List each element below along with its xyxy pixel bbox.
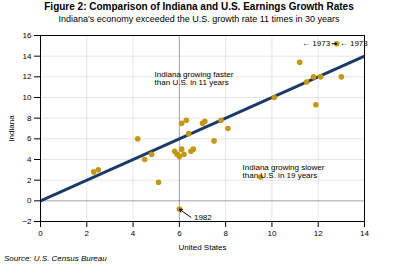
svg-text:8: 8 [27, 114, 32, 123]
svg-text:6: 6 [177, 229, 182, 238]
svg-text:−2: −2 [22, 217, 32, 226]
svg-text:Indiana growing fasterthan U.S: Indiana growing fasterthan U.S. in 11 ye… [155, 70, 234, 87]
svg-text:1982: 1982 [194, 213, 212, 222]
svg-text:Indiana growing slowerthan U.S: Indiana growing slowerthan U.S. in 19 ye… [243, 163, 325, 180]
svg-text:← 1973: ← 1973 [302, 39, 331, 48]
svg-text:10: 10 [267, 229, 276, 238]
svg-text:10: 10 [23, 93, 32, 102]
svg-text:← 1973: ← 1973 [340, 39, 369, 48]
svg-text:14: 14 [23, 52, 32, 61]
svg-text:12: 12 [23, 72, 32, 81]
svg-text:0: 0 [38, 229, 43, 238]
svg-text:4: 4 [27, 155, 32, 164]
svg-text:0: 0 [27, 196, 32, 205]
svg-text:14: 14 [360, 229, 369, 238]
svg-text:16: 16 [23, 31, 32, 40]
svg-text:12: 12 [314, 229, 323, 238]
svg-text:4: 4 [131, 229, 136, 238]
svg-text:Indiana: Indiana [7, 115, 16, 142]
html-text:Figure 2: Comparison of Indian: Figure 2: Comparison of Indiana and U.S.… [44, 1, 354, 12]
svg-text:2: 2 [27, 176, 32, 185]
svg-text:2: 2 [85, 229, 90, 238]
svg-text:6: 6 [27, 134, 32, 143]
svg-text:United States: United States [178, 243, 226, 252]
svg-text:8: 8 [223, 229, 228, 238]
html-text:Indiana's economy exceeded the: Indiana's economy exceeded the U.S. grow… [58, 14, 340, 24]
html-text:Source: U.S. Census Bureau: Source: U.S. Census Bureau [4, 254, 107, 263]
